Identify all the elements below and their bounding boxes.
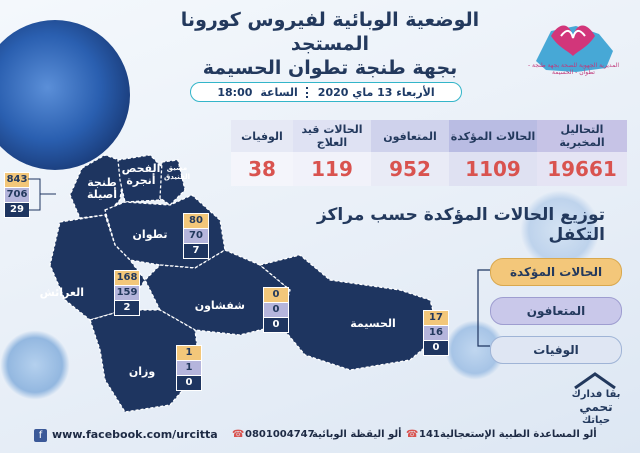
deaths-count: 7 bbox=[184, 244, 208, 259]
slogan: بقا فدارك تحمي حياتك bbox=[560, 388, 632, 427]
time-value: 18:00 bbox=[217, 85, 253, 99]
confirmed-count: 1 bbox=[177, 346, 201, 361]
connector-lines bbox=[28, 178, 56, 211]
region-label-alhoceima: الحسيمة bbox=[350, 317, 396, 330]
region-label-chefchaouen: شفشاون bbox=[194, 299, 245, 312]
map-region-fahs bbox=[117, 154, 166, 203]
stat-tests: التحاليل المخبرية 19661 bbox=[537, 120, 627, 186]
virus-icon bbox=[0, 20, 130, 170]
region-label-mdiq: مضيق الفنيدق bbox=[160, 164, 194, 182]
region-name-line: أنجرة bbox=[126, 174, 156, 187]
counts-chefchaouen: 0 0 0 bbox=[263, 287, 289, 333]
stat-label: التحاليل المخبرية bbox=[559, 123, 605, 149]
counts-tetouan: 80 70 7 bbox=[183, 213, 209, 259]
deaths-count: 0 bbox=[177, 376, 201, 391]
page-subtitle: بجهة طنجة تطوان الحسيمة bbox=[202, 57, 458, 79]
stats-row: التحاليل المخبرية 19661 الحالات المؤكدة … bbox=[207, 120, 627, 186]
stat-deaths: الوفيات 38 bbox=[231, 120, 293, 186]
map-region-mdiq bbox=[159, 159, 186, 206]
region-label-fahs: الفحص أنجرة bbox=[120, 163, 162, 187]
region-label-tetouan: تطوان bbox=[132, 228, 168, 241]
slogan-line: حياتك bbox=[581, 415, 611, 426]
separator bbox=[305, 86, 310, 98]
facebook-link[interactable]: www.facebook.com/urcitta bbox=[52, 428, 218, 441]
date-bar: الأربعاء 13 ماي 2020 الساعة 18:00 bbox=[190, 82, 462, 102]
stat-value: 952 bbox=[371, 152, 449, 186]
legend-recovered: المتعافون bbox=[490, 297, 622, 325]
emergency-label: ألو المساعدة الطبية الإستعجالية bbox=[440, 429, 597, 440]
logo-text: المديرية الجهوية للصحة بجهة طنجة - تطوان… bbox=[527, 62, 620, 76]
region-label-ouezzane: وزان bbox=[128, 365, 156, 378]
region-name-line: الفنيدق bbox=[163, 173, 191, 181]
stat-label: الحالات المؤكدة bbox=[450, 129, 536, 143]
virus-icon bbox=[0, 330, 70, 400]
hotline-label: ألو اليقظة الوبائية bbox=[312, 429, 402, 440]
stat-label: المتعافون bbox=[383, 129, 437, 143]
virus-icon bbox=[520, 190, 600, 270]
slogan-line: بقا فدارك bbox=[571, 389, 621, 400]
region-name-line: طنجة bbox=[87, 176, 117, 189]
confirmed-count: 17 bbox=[424, 311, 448, 326]
house-icon bbox=[574, 372, 616, 390]
page-title: الوضعية الوبائية لفيروس كورونا المستجد bbox=[180, 9, 480, 55]
stat-value: 19661 bbox=[537, 152, 627, 186]
phone-icon: ☎ bbox=[232, 429, 245, 440]
slogan-line: تحمي bbox=[579, 400, 613, 414]
emergency-number[interactable]: 141 bbox=[419, 429, 440, 440]
stat-value: 38 bbox=[231, 152, 293, 186]
page-header: الوضعية الوبائية لفيروس كورونا المستجد ب… bbox=[150, 8, 510, 80]
deaths-count: 0 bbox=[264, 318, 288, 333]
recovered-count: 70 bbox=[184, 229, 208, 244]
recovered-count: 1 bbox=[177, 361, 201, 376]
recovered-count: 706 bbox=[5, 188, 29, 203]
stat-active: الحالات قيد العلاج 119 bbox=[293, 120, 371, 186]
stat-label: الحالات قيد العلاج bbox=[301, 123, 363, 149]
deaths-count: 29 bbox=[5, 203, 29, 218]
map-region-chefchaouen bbox=[144, 249, 291, 336]
stat-confirmed: الحالات المؤكدة 1109 bbox=[449, 120, 537, 186]
time-label: الساعة bbox=[260, 85, 298, 99]
hotline-number[interactable]: 0801004747 bbox=[245, 429, 315, 440]
recovered-count: 159 bbox=[115, 286, 139, 301]
stat-label: الوفيات bbox=[241, 129, 283, 143]
deaths-count: 2 bbox=[115, 301, 139, 316]
region-label-tanger: طنجة أصيلة bbox=[82, 177, 122, 201]
stat-value: 119 bbox=[293, 152, 371, 186]
region-name-line: الفحص bbox=[121, 162, 161, 175]
confirmed-count: 168 bbox=[115, 271, 139, 286]
phone-icon: ☎ bbox=[406, 429, 419, 440]
confirmed-count: 843 bbox=[5, 173, 29, 188]
confirmed-count: 80 bbox=[184, 214, 208, 229]
stat-recovered: المتعافون 952 bbox=[371, 120, 449, 186]
counts-ouezzane: 1 1 0 bbox=[176, 345, 202, 391]
logo bbox=[536, 25, 613, 72]
counts-larache: 168 159 2 bbox=[114, 270, 140, 316]
counts-tanger: 843 706 29 bbox=[4, 172, 30, 218]
date-text: الأربعاء 13 ماي 2020 bbox=[317, 85, 435, 99]
recovered-count: 0 bbox=[264, 303, 288, 318]
stat-value: 1109 bbox=[449, 152, 537, 186]
deaths-count: 0 bbox=[424, 341, 448, 356]
section-title: توزيع الحالات المؤكدة حسب مراكز التكفل bbox=[316, 205, 605, 245]
legend-deaths: الوفيات bbox=[490, 336, 622, 364]
confirmed-count: 0 bbox=[264, 288, 288, 303]
facebook-icon: f bbox=[34, 429, 47, 442]
recovered-count: 16 bbox=[424, 326, 448, 341]
legend-bracket bbox=[477, 269, 490, 347]
legend-confirmed: الحالات المؤكدة bbox=[490, 258, 622, 286]
region-name-line: أصيلة bbox=[86, 188, 118, 201]
counts-alhoceima: 17 16 0 bbox=[423, 310, 449, 356]
region-name-line: مضيق bbox=[166, 164, 188, 172]
region-label-larache: العرائش bbox=[39, 286, 84, 299]
